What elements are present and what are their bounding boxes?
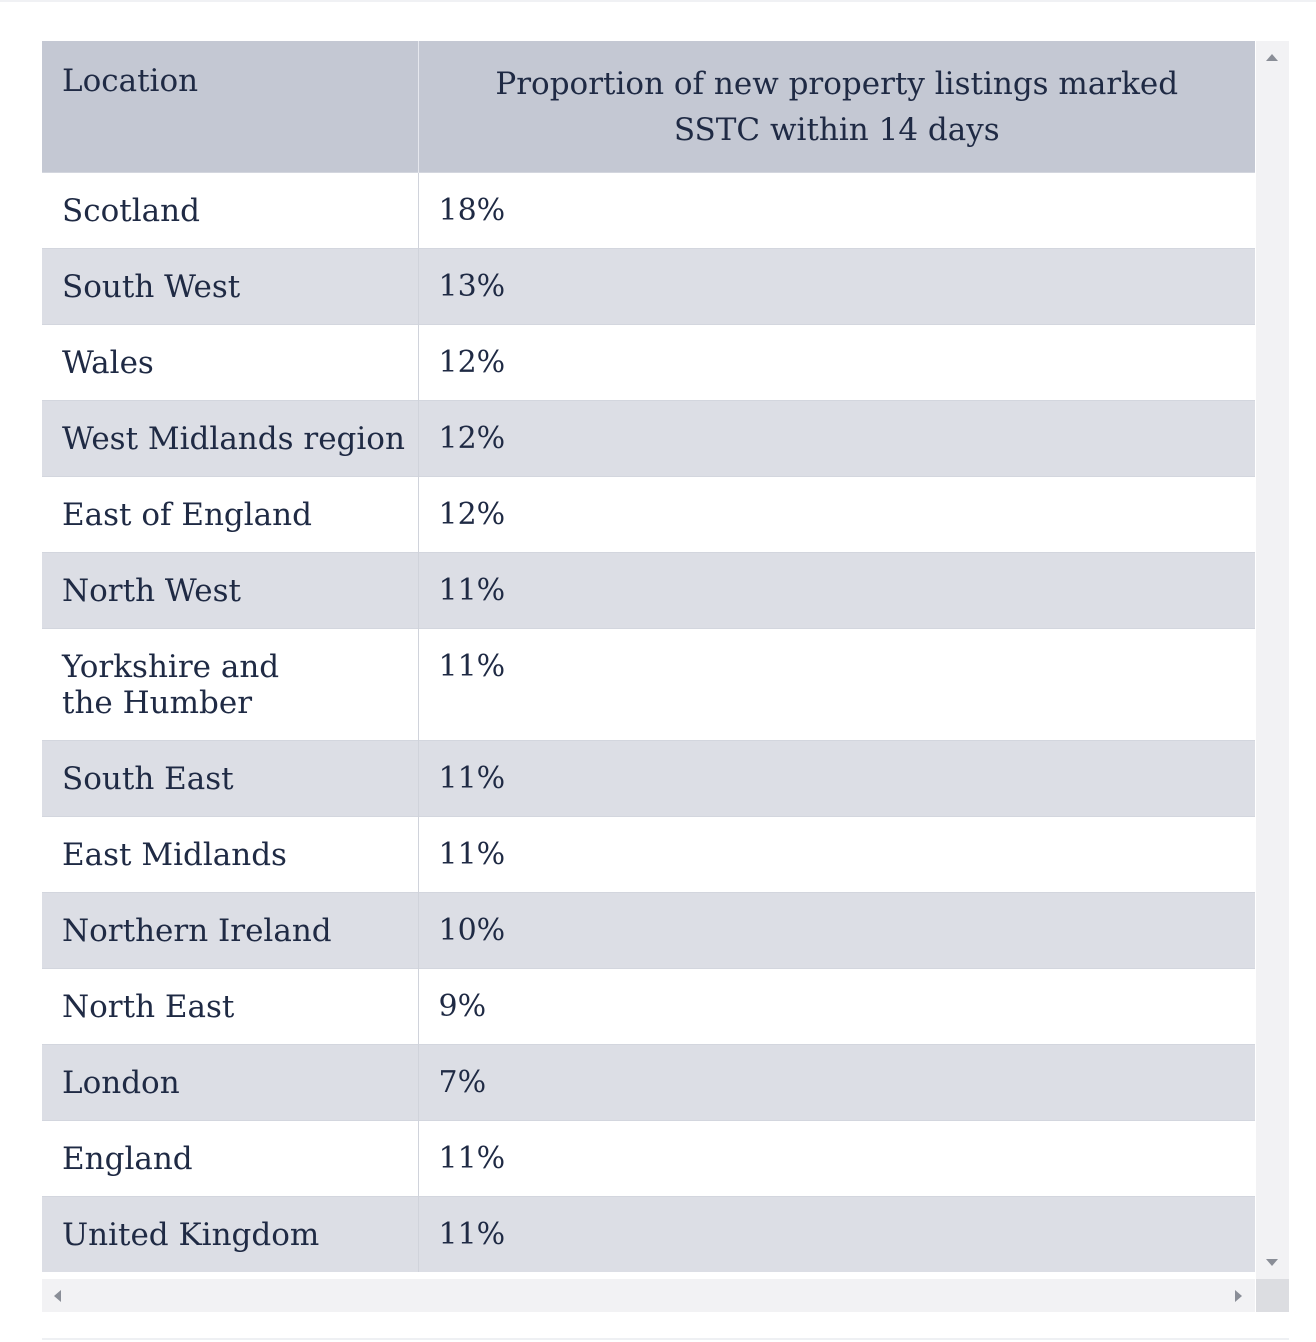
cell-location: Scotland: [42, 171, 419, 248]
cell-proportion: 9%: [418, 967, 1255, 1044]
horizontal-scrollbar[interactable]: [42, 1279, 1255, 1312]
header-row: Location Proportion of new property list…: [42, 41, 1255, 172]
table-row: England 11%: [42, 1119, 1255, 1196]
bottom-divider: [42, 1338, 1289, 1340]
table-scroll-container[interactable]: Location Proportion of new property list…: [42, 41, 1255, 1279]
scroll-down-arrow-icon[interactable]: [1266, 1259, 1278, 1266]
vertical-scrollbar[interactable]: [1256, 41, 1289, 1279]
cell-proportion: 12%: [418, 475, 1255, 552]
table-row: East of England 12%: [42, 475, 1255, 552]
scroll-right-arrow-icon[interactable]: [1235, 1290, 1242, 1302]
table-row: United Kingdom 11%: [42, 1195, 1255, 1272]
cell-proportion: 18%: [418, 171, 1255, 248]
cell-proportion: 12%: [418, 323, 1255, 400]
table-row: South East 11%: [42, 739, 1255, 816]
table-body: Scotland 18% South West 13% Wales 12% We…: [42, 171, 1255, 1272]
cell-proportion: 7%: [418, 1043, 1255, 1120]
column-header-location: Location: [42, 41, 419, 172]
table-row: London 7%: [42, 1043, 1255, 1120]
table-row: East Midlands 11%: [42, 815, 1255, 892]
cell-location: East of England: [42, 475, 419, 552]
cell-proportion: 11%: [418, 551, 1255, 628]
scroll-left-arrow-icon[interactable]: [54, 1290, 61, 1302]
table-row: West Midlands region 12%: [42, 399, 1255, 476]
table-row: North East 9%: [42, 967, 1255, 1044]
cell-proportion: 13%: [418, 247, 1255, 324]
cell-proportion: 10%: [418, 891, 1255, 968]
cell-location: South East: [42, 739, 419, 816]
table-row: Yorkshire and the Humber 11%: [42, 627, 1255, 740]
cell-location: England: [42, 1119, 419, 1196]
sstc-table: Location Proportion of new property list…: [42, 41, 1255, 1272]
cell-location: Northern Ireland: [42, 891, 419, 968]
top-divider: [0, 0, 1316, 2]
cell-location: London: [42, 1043, 419, 1120]
cell-proportion: 11%: [418, 1195, 1255, 1272]
scroll-up-arrow-icon[interactable]: [1266, 54, 1278, 61]
cell-location: East Midlands: [42, 815, 419, 892]
cell-location: Yorkshire and the Humber: [42, 627, 419, 740]
table-row: South West 13%: [42, 247, 1255, 324]
table-row: Northern Ireland 10%: [42, 891, 1255, 968]
cell-location: North East: [42, 967, 419, 1044]
table-row: North West 11%: [42, 551, 1255, 628]
table-header: Location Proportion of new property list…: [42, 41, 1255, 172]
table-row: Wales 12%: [42, 323, 1255, 400]
table-row: Scotland 18%: [42, 171, 1255, 248]
cell-location: Wales: [42, 323, 419, 400]
cell-location: North West: [42, 551, 419, 628]
cell-proportion: 11%: [418, 1119, 1255, 1196]
scrollbar-corner: [1256, 1279, 1289, 1312]
cell-location: West Midlands region: [42, 399, 419, 476]
column-header-proportion: Proportion of new property listings mark…: [418, 41, 1255, 172]
cell-proportion: 11%: [418, 627, 1255, 740]
cell-proportion: 11%: [418, 815, 1255, 892]
cell-proportion: 12%: [418, 399, 1255, 476]
cell-location: United Kingdom: [42, 1195, 419, 1272]
cell-location: South West: [42, 247, 419, 324]
cell-proportion: 11%: [418, 739, 1255, 816]
